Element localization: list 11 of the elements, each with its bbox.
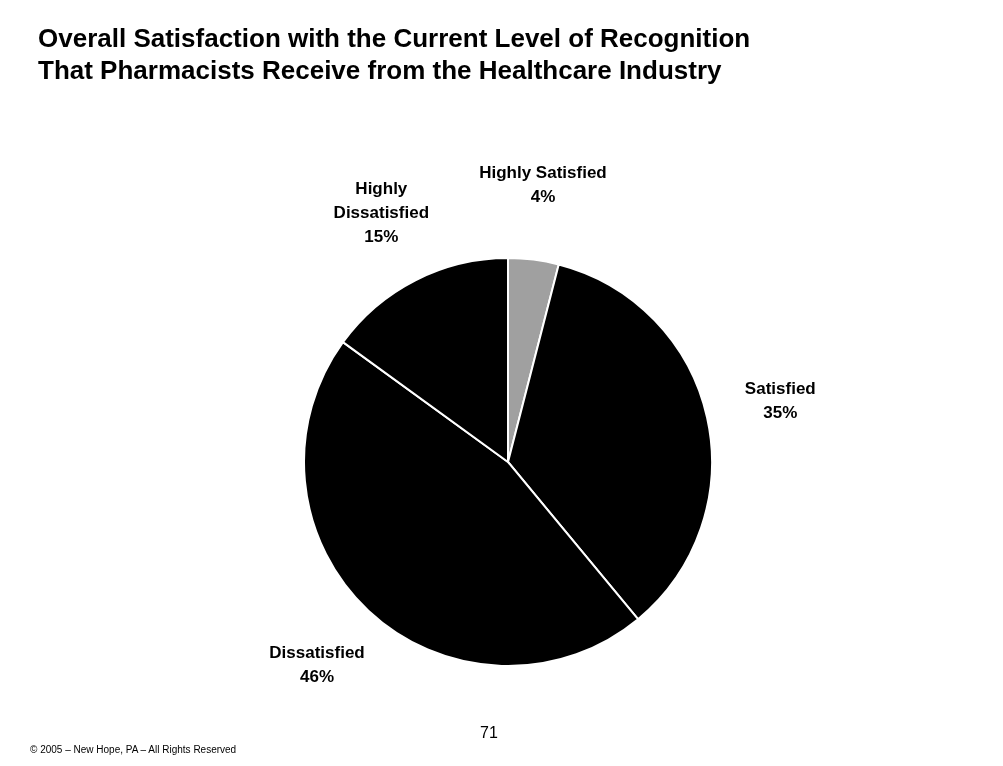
chart-title: Overall Satisfaction with the Current Level of Recognition That Pharmacists Receive from the Healthcare Industry [38,22,752,86]
text: © 2005 – New Hope, PA – All Rights Reserved [30,744,237,755]
slice-label: Highly Satisfied [479,162,607,182]
slice-label: Dissatisfied [269,643,365,663]
data-label: 4% [530,186,556,206]
slice-label: Satisfied [744,378,816,398]
text: 71 [480,724,498,742]
slice-label: Highly Dissatisfied [333,179,430,223]
data-label: 46% [300,667,335,687]
data-label: 15% [364,227,399,247]
data-label: 35% [763,402,798,422]
